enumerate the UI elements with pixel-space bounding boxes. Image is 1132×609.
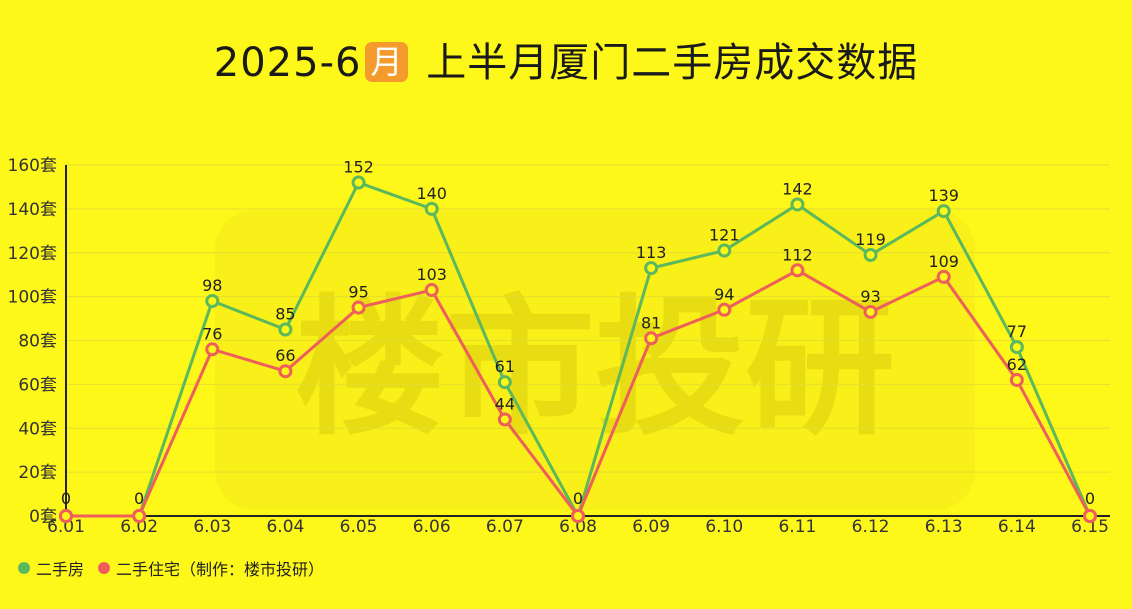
data-point[interactable] [790,263,805,278]
x-tick-label: 6.15 [1071,517,1109,537]
x-tick-label: 6.03 [193,517,231,537]
y-tick-label: 100套 [8,288,57,308]
x-tick-label: 6.09 [632,517,670,537]
chart-title: 2025-6 月 上半月厦门二手房成交数据 [0,30,1132,88]
data-point[interactable] [497,375,512,390]
y-tick-label: 160套 [8,156,57,176]
data-label-residential: 66 [275,346,295,365]
y-tick-label: 140套 [8,200,57,220]
data-point[interactable] [1009,340,1024,355]
y-tick-label: 20套 [18,463,57,483]
axes: 0套 20套 40套 60套 80套 100套 120套 140套 160套 6.01 6.02 6.… [8,156,1110,537]
y-tick-label: 40套 [18,419,57,439]
legend-label: 二手住宅（制作：楼市投研） [116,560,325,579]
data-label-secondhand: 0 [134,489,144,508]
x-tick-label: 6.10 [705,517,743,537]
data-point[interactable] [132,509,147,523]
data-label-secondhand: 98 [202,276,222,295]
data-point[interactable] [644,261,659,276]
data-labels: 0 0 98 85 152 140 61 0 113 121 142 119 139 77 0 76 66 95 1… [61,158,1095,508]
data-label-secondhand: 142 [782,179,813,198]
y-tick-label: 0套 [29,507,57,527]
data-point[interactable] [205,342,220,357]
watermark-text: 楼市投研 [295,282,895,456]
legend-dot-red-icon [98,562,111,574]
data-label-residential: 81 [641,313,661,332]
data-label-secondhand: 119 [855,230,886,249]
data-label-residential: 112 [782,245,813,264]
data-point[interactable] [644,331,659,346]
x-tick-label: 6.08 [559,517,597,537]
legend-label: 二手房 [36,560,85,579]
data-point[interactable] [863,304,878,319]
data-point[interactable] [424,201,439,216]
data-point[interactable] [790,197,805,212]
x-tick-label: 6.06 [413,517,451,537]
month-badge-icon: 月 [365,42,409,82]
data-point[interactable] [936,204,951,219]
title-prefix: 2025-6 [213,40,362,86]
watermark: 楼市投研 [215,210,975,510]
x-tick-label: 6.04 [266,517,304,537]
series-layer [59,175,1097,523]
data-point[interactable] [717,302,732,317]
watermark-backdrop [215,210,975,510]
data-point[interactable] [351,175,366,190]
x-tick-label: 6.12 [852,517,890,537]
x-tick-label: 6.14 [998,517,1036,537]
legend-dot-green-icon [18,562,30,574]
data-label-secondhand: 140 [416,184,447,203]
x-tick-label: 6.01 [47,517,85,537]
data-label-secondhand: 61 [495,357,515,376]
x-tick-label: 6.05 [340,517,378,537]
data-label-secondhand: 77 [1007,322,1027,341]
data-label-secondhand: 85 [275,305,295,324]
data-point[interactable] [497,412,512,427]
legend-item-residential[interactable]: 二手住宅（制作：楼市投研） [98,556,324,580]
data-point[interactable] [1083,509,1097,523]
data-point[interactable] [936,269,951,284]
data-label-secondhand: 152 [343,158,374,177]
x-tick-label: 6.11 [778,517,816,537]
data-label-residential: 109 [928,252,959,271]
data-point[interactable] [424,283,439,298]
data-label-secondhand: 113 [636,243,667,262]
title-suffix: 上半月厦门二手房成交数据 [426,40,919,86]
data-point[interactable] [863,247,878,262]
data-point[interactable] [351,300,366,315]
data-point[interactable] [571,509,585,523]
legend: 二手房 二手住宅（制作：楼市投研） [18,556,324,580]
data-label-residential: 95 [348,283,368,302]
data-label-secondhand: 121 [709,226,740,245]
y-tick-label: 60套 [18,375,57,395]
grid-lines [66,164,1110,473]
data-point[interactable] [717,243,732,258]
data-label-residential: 94 [714,285,734,304]
data-point[interactable] [278,364,293,379]
data-point[interactable] [205,294,220,309]
data-label-residential: 62 [1007,355,1027,374]
data-label-secondhand: 0 [1085,489,1095,508]
legend-item-secondhand[interactable]: 二手房 [18,556,84,580]
data-label-secondhand: 139 [928,186,959,205]
x-tick-label: 6.07 [486,517,524,537]
data-label-secondhand: 0 [61,489,71,508]
data-point[interactable] [278,322,293,337]
y-tick-label: 120套 [8,244,57,264]
data-label-secondhand: 0 [573,489,583,508]
x-tick-label: 6.13 [925,517,963,537]
data-point[interactable] [1009,372,1024,387]
data-label-residential: 93 [860,287,880,306]
data-label-residential: 76 [202,324,222,343]
x-tick-label: 6.02 [120,517,158,537]
y-tick-label: 80套 [18,332,57,352]
data-label-residential: 44 [495,394,515,413]
data-label-residential: 103 [416,265,447,284]
data-point[interactable] [59,509,73,523]
